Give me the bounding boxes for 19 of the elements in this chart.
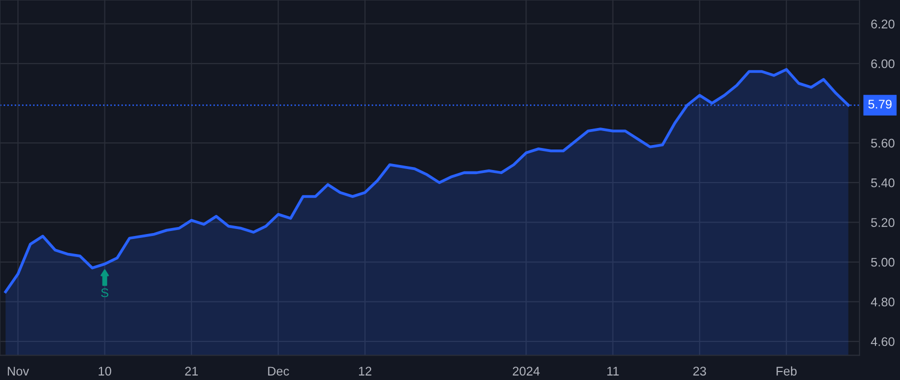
x-tick-label: 10 (98, 366, 112, 376)
y-tick-label: 5.00 (871, 258, 894, 267)
ref-line-label: 5.79 (868, 100, 892, 109)
x-tick-label: 11 (607, 366, 619, 376)
x-tick-label: 21 (185, 366, 198, 376)
y-tick-label: 6.20 (871, 20, 894, 28)
x-tick-label: Dec (268, 366, 290, 376)
x-tick-label: 2024 (512, 366, 540, 376)
annotation: S (101, 288, 108, 298)
y-tick-label: 5.40 (871, 178, 894, 188)
x-tick-label: Nov (8, 366, 30, 376)
y-tick-label: 5.60 (871, 138, 894, 148)
x-tick-label: Feb (776, 366, 797, 376)
y-tick-label: 4.60 (870, 337, 894, 346)
y-tick-label: 4.80 (870, 298, 894, 306)
y-tick-label: 5.20 (871, 218, 894, 227)
x-tick-label: 12 (358, 366, 372, 376)
y-tick-label: 6.00 (871, 59, 894, 68)
x-tick-label: 23 (693, 366, 706, 376)
